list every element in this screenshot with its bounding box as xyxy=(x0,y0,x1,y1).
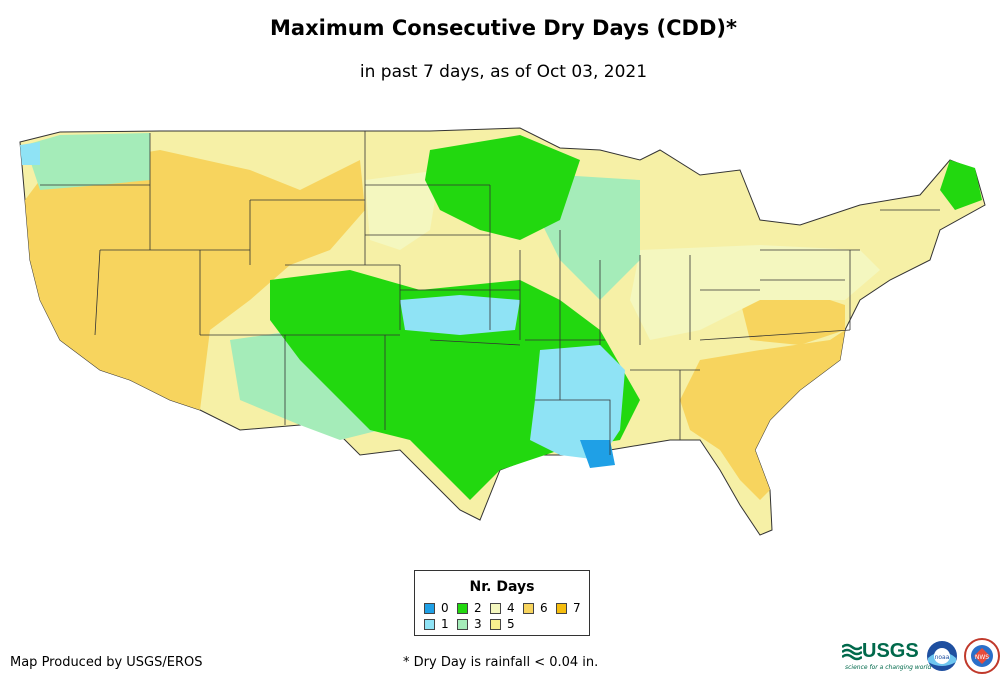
northwest-mint-region xyxy=(25,133,150,190)
southwest-mint-region xyxy=(230,330,380,440)
legend-item-4: 4 xyxy=(490,601,515,615)
legend-swatch xyxy=(556,602,567,614)
legend-swatch xyxy=(490,618,501,630)
state-boundaries xyxy=(40,131,940,455)
legend-box: Nr. Days 0 1 2 3 4 5 6 7 xyxy=(414,570,590,636)
legend-label: 5 xyxy=(507,617,515,631)
legend-swatch xyxy=(523,602,534,614)
legend-label: 4 xyxy=(507,601,515,615)
nws-logo-icon: NWS xyxy=(964,638,1000,674)
usgs-wordmark: USGS xyxy=(862,640,919,662)
north-pale-region xyxy=(365,170,440,250)
legend-label: 7 xyxy=(573,601,581,615)
legend-item-3: 3 xyxy=(457,617,482,631)
legend-item-2: 2 xyxy=(457,601,482,615)
southeast-dry-region xyxy=(680,330,845,500)
legend-item-7: 7 xyxy=(556,601,581,615)
central-lightblue-region xyxy=(400,295,520,335)
legend-label: 0 xyxy=(441,601,449,615)
map-subtitle: in past 7 days, as of Oct 03, 2021 xyxy=(359,62,648,82)
midatlantic-dry-region xyxy=(740,290,845,345)
ohio-valley-pale-region xyxy=(630,245,880,340)
usgs-tagline: science for a changing world xyxy=(845,664,932,671)
midwest-mint-region xyxy=(540,175,640,300)
noaa-text: noaa xyxy=(935,654,950,661)
nws-text: NWS xyxy=(975,654,989,661)
usgs-logo: USGS xyxy=(842,640,919,663)
legend-label: 1 xyxy=(441,617,449,631)
legend-item-1: 1 xyxy=(424,617,449,631)
legend-item-6: 6 xyxy=(523,601,548,615)
credit-text: Map Produced by USGS/EROS xyxy=(10,655,203,670)
legend-swatch xyxy=(490,602,501,614)
legend-swatch xyxy=(457,618,468,630)
west-dry-region xyxy=(25,150,365,410)
legend-item-5: 5 xyxy=(490,617,515,631)
legend-swatch xyxy=(424,618,435,630)
legend-label: 3 xyxy=(474,617,482,631)
dry-day-footnote: * Dry Day is rainfall < 0.04 in. xyxy=(403,655,599,670)
oregon-lightblue-region xyxy=(20,142,40,165)
plains-green-region xyxy=(425,135,580,240)
newengland-green-region xyxy=(940,160,982,210)
map-title: Maximum Consecutive Dry Days (CDD)* xyxy=(270,16,737,40)
delta-lightblue-region xyxy=(530,345,625,460)
legend-item-0: 0 xyxy=(424,601,449,615)
noaa-logo-icon: noaa xyxy=(927,641,957,671)
legend-swatch xyxy=(424,602,435,614)
legend-title: Nr. Days xyxy=(469,579,535,595)
usgs-wave-icon xyxy=(842,643,862,660)
legend-label: 2 xyxy=(474,601,482,615)
gulf-blue-region xyxy=(580,440,615,468)
legend-swatch xyxy=(457,602,468,614)
legend-label: 6 xyxy=(540,601,548,615)
